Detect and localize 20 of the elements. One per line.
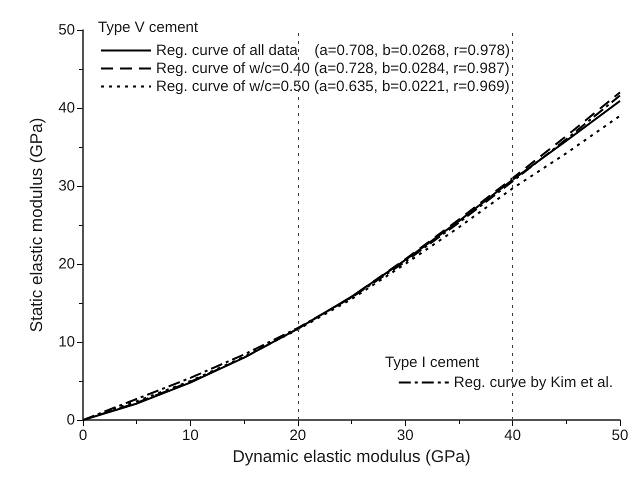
- x-tick-label: 40: [504, 427, 521, 444]
- legend-label: Reg. curve by Kim et al.: [454, 374, 614, 391]
- x-tick-label: 30: [396, 427, 414, 444]
- legend-label: Reg. curve of all data (a=0.708, b=0.0268, r=0.978): [156, 42, 510, 59]
- y-tick-label: 30: [58, 178, 75, 194]
- y-axis-title: Static elastic modulus (GPa): [27, 118, 46, 332]
- x-axis-title: Dynamic elastic modulus (GPa): [232, 447, 471, 466]
- y-tick-label: 50: [58, 22, 75, 38]
- y-tick-label: 10: [58, 334, 75, 350]
- x-tick-label: 50: [612, 427, 628, 444]
- legend-title: Type V cement: [98, 19, 199, 36]
- y-tick-label: 40: [58, 100, 75, 116]
- x-tick-label: 20: [289, 427, 306, 444]
- legend-label: Reg. curve of w/c=0.50 (a=0.635, b=0.0221, r=0.969): [156, 78, 510, 95]
- y-tick-label: 0: [66, 412, 75, 428]
- x-tick-label: 10: [182, 427, 199, 444]
- legend-label: Reg. curve of w/c=0.40 (a=0.728, b=0.0284, r=0.987): [156, 60, 510, 77]
- y-tick-label: 20: [58, 256, 75, 272]
- annotation: Type I cement: [385, 354, 480, 371]
- x-tick-label: 0: [78, 427, 88, 444]
